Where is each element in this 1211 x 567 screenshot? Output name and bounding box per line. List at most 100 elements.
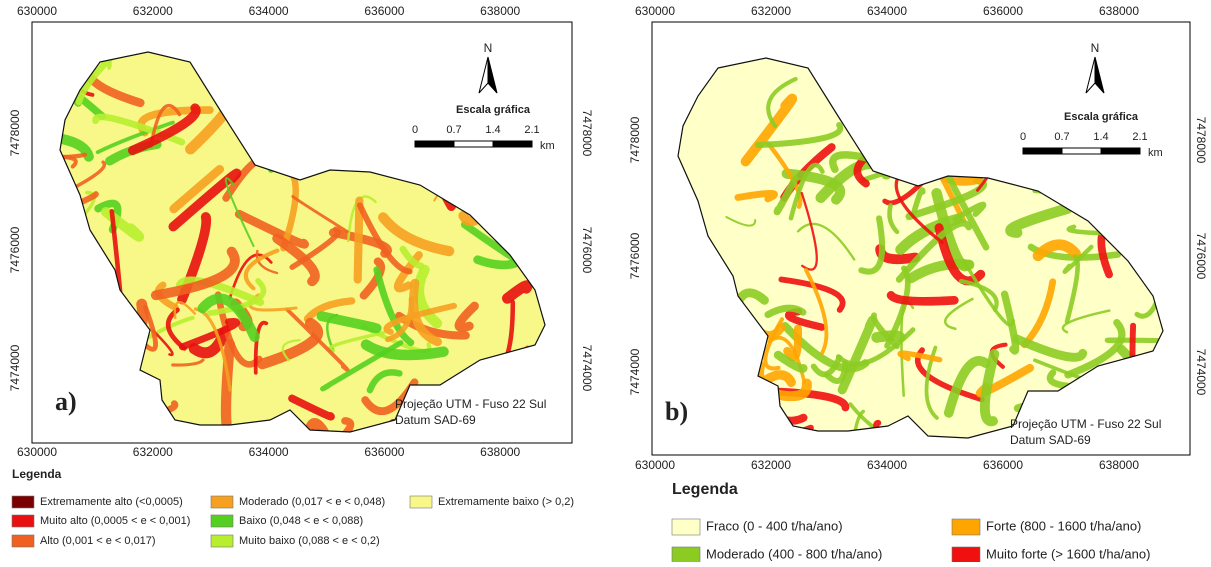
y-tick-label: 7476000 <box>628 232 642 279</box>
legend-swatch <box>12 515 34 527</box>
x-tick-label: 638000 <box>480 445 520 459</box>
y-tick-label: 7474000 <box>628 348 642 395</box>
erosion-zone <box>320 89 393 102</box>
north-label: N <box>484 41 493 55</box>
y-tick-label: 7478000 <box>1194 117 1208 164</box>
x-tick-label: 638000 <box>1099 4 1139 18</box>
erosion-zone <box>1000 51 1014 119</box>
x-tick-label: 636000 <box>364 445 404 459</box>
x-tick-label: 630000 <box>635 458 675 472</box>
erosion-zone <box>629 84 687 106</box>
erosion-zone <box>958 88 971 138</box>
erosion-zone <box>467 162 472 207</box>
erosion-zone <box>875 98 921 113</box>
x-tick-label: 634000 <box>249 445 289 459</box>
erosion-zone <box>371 91 457 101</box>
erosion-zone <box>696 336 706 383</box>
projection-note: Datum SAD-69 <box>395 413 476 427</box>
x-tick-label: 638000 <box>1099 458 1139 472</box>
erosion-zone <box>1034 0 1067 80</box>
scale-segment <box>1062 148 1101 154</box>
page: {"panels": [ {"label": "a)", "x_ticks": … <box>0 0 1211 562</box>
panel-label: b) <box>665 397 688 426</box>
scale-tick: 0 <box>412 124 418 136</box>
x-tick-label: 638000 <box>480 4 520 18</box>
erosion-zone <box>479 362 500 425</box>
panel-label: a) <box>55 387 77 416</box>
erosion-zone <box>842 48 866 133</box>
erosion-zone <box>313 93 321 141</box>
erosion-zone <box>1121 349 1174 411</box>
x-tick-label: 636000 <box>983 4 1023 18</box>
erosion-zone <box>1141 401 1189 406</box>
legend-label: Baixo (0,048 < e < 0,088) <box>239 515 363 527</box>
erosion-zone <box>336 113 347 140</box>
legend-swatch <box>952 547 980 562</box>
legend-label: Muito forte (> 1600 t/ha/ano) <box>986 546 1150 561</box>
legend-title: Legenda <box>12 467 62 481</box>
erosion-zone <box>1099 374 1118 442</box>
scale-tick: 1.4 <box>1093 131 1108 143</box>
erosion-zone <box>273 125 332 158</box>
scale-unit: km <box>540 140 555 152</box>
legend-swatch <box>12 535 34 547</box>
north-arrow <box>488 57 497 93</box>
erosion-zone <box>493 376 544 393</box>
north-arrow <box>1095 57 1104 93</box>
legend-label: Extremamente alto (<0,0005) <box>40 496 183 508</box>
erosion-zone <box>1063 8 1074 56</box>
y-tick-label: 7478000 <box>8 109 22 156</box>
erosion-zone <box>358 201 360 280</box>
erosion-zone <box>270 100 325 108</box>
legend-swatch <box>672 519 700 535</box>
legend-swatch <box>211 515 233 527</box>
legend-swatch <box>672 547 700 562</box>
scale-tick: 2.1 <box>1132 131 1147 143</box>
erosion-zone <box>255 127 328 149</box>
legend-swatch <box>410 496 432 508</box>
legend-label: Muito baixo (0,088 < e < 0,2) <box>239 535 380 547</box>
erosion-zone <box>674 337 688 372</box>
x-tick-label: 632000 <box>133 4 173 18</box>
x-tick-label: 632000 <box>751 458 791 472</box>
erosion-zone <box>463 159 513 221</box>
erosion-zone <box>1116 102 1194 147</box>
y-tick-label: 7476000 <box>580 227 594 274</box>
x-tick-label: 630000 <box>17 445 57 459</box>
legend-swatch <box>211 496 233 508</box>
erosion-zone <box>885 81 939 117</box>
legend-swatch <box>12 496 34 508</box>
legend-swatch <box>211 535 233 547</box>
y-tick-label: 7478000 <box>580 110 594 157</box>
x-tick-label: 634000 <box>867 4 907 18</box>
erosion-zone <box>77 342 93 408</box>
scale-unit: km <box>1148 147 1163 159</box>
erosion-zone <box>1109 373 1121 401</box>
scale-tick: 0.7 <box>1054 131 1069 143</box>
x-tick-label: 632000 <box>751 4 791 18</box>
y-tick-label: 7476000 <box>1194 233 1208 280</box>
erosion-zone <box>1073 403 1150 407</box>
scale-tick: 2.1 <box>524 124 539 136</box>
erosion-zone <box>858 101 882 119</box>
scale-tick: 0 <box>1020 131 1026 143</box>
erosion-zone <box>876 423 917 483</box>
x-tick-label: 630000 <box>17 4 57 18</box>
x-tick-label: 636000 <box>983 458 1023 472</box>
erosion-zone <box>689 305 743 336</box>
legend-title: Legenda <box>672 481 738 498</box>
scale-segment <box>493 141 532 147</box>
projection-note: Projeção UTM - Fuso 22 Sul <box>395 397 546 411</box>
scale-tick: 0.7 <box>446 124 461 136</box>
scale-tick: 1.4 <box>485 124 500 136</box>
erosion-zone <box>513 149 547 215</box>
scale-segment <box>1101 148 1140 154</box>
erosion-zone <box>61 291 69 362</box>
erosion-zone <box>354 431 388 498</box>
x-tick-label: 634000 <box>867 458 907 472</box>
erosion-zone <box>409 153 430 179</box>
map-area <box>7 0 581 498</box>
erosion-zone <box>460 157 472 184</box>
erosion-zone <box>381 83 403 99</box>
erosion-zone <box>921 65 970 90</box>
